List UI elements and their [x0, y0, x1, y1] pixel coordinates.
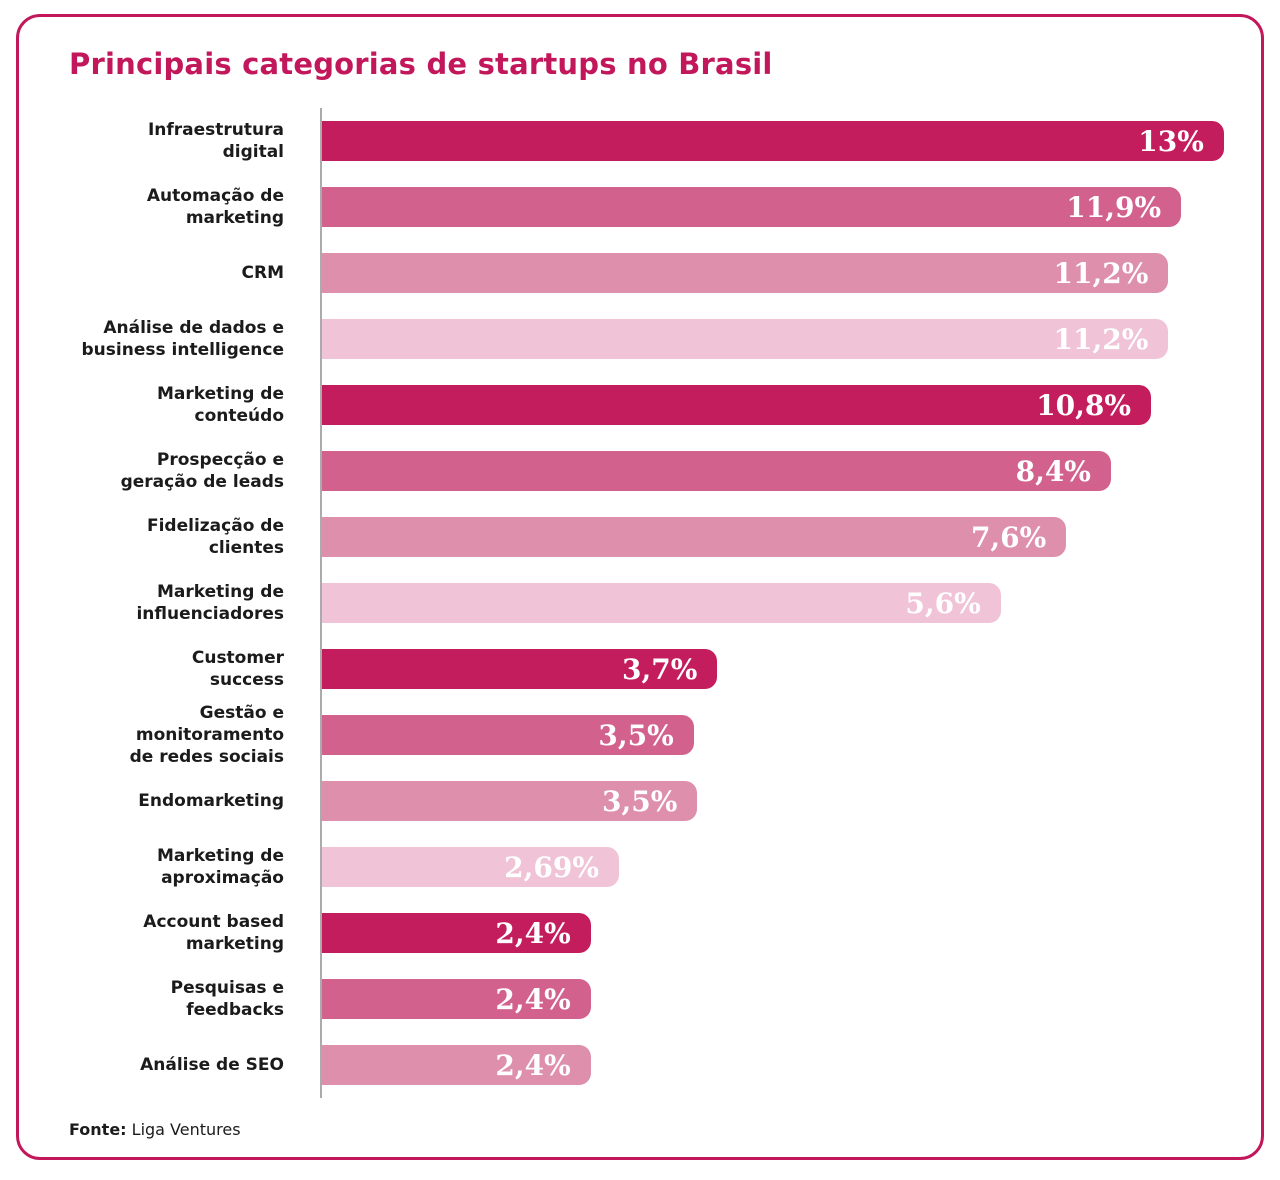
- bar: 2,69%: [322, 847, 619, 887]
- bar-value-label: 3,7%: [622, 652, 698, 686]
- bar-track: 3,5%: [320, 702, 1233, 768]
- bar-track: 2,69%: [320, 834, 1233, 900]
- bar-value-label: 13%: [1138, 124, 1204, 158]
- bar-track: 8,4%: [320, 438, 1233, 504]
- bar-track: 2,4%: [320, 1032, 1233, 1098]
- chart-card: Principais categorias de startups no Bra…: [16, 14, 1264, 1160]
- category-label: Endomarketing: [138, 790, 284, 811]
- bar-track: 2,4%: [320, 900, 1233, 966]
- category-label: Automação de marketing: [146, 185, 284, 228]
- bar: 11,2%: [322, 253, 1169, 293]
- bar-row: Endomarketing 3,5%: [50, 768, 1233, 834]
- bar: 13%: [322, 121, 1224, 161]
- bar-track: 5,6%: [320, 570, 1233, 636]
- bar-row: Análise de dados e business intelligence…: [50, 306, 1233, 372]
- bar-row: Análise de SEO 2,4%: [50, 1032, 1233, 1098]
- bar: 2,4%: [322, 913, 591, 953]
- category-label: Infraestrutura digital: [147, 119, 284, 162]
- bar-row: Fidelização de clientes 7,6%: [50, 504, 1233, 570]
- bar-track: 11,9%: [320, 174, 1233, 240]
- bar-chart: Infraestrutura digital 13% Automação de …: [50, 108, 1233, 1098]
- bar-track: 11,2%: [320, 240, 1233, 306]
- bar-row: Account based marketing 2,4%: [50, 900, 1233, 966]
- bar-row: Marketing de aproximação 2,69%: [50, 834, 1233, 900]
- bar-value-label: 7,6%: [970, 520, 1047, 554]
- category-label: Marketing de influenciadores: [136, 581, 284, 624]
- bar-value-label: 10,8%: [1036, 388, 1131, 422]
- category-label: Pesquisas e feedbacks: [170, 977, 284, 1020]
- chart-title: Principais categorias de startups no Bra…: [69, 47, 773, 81]
- bar-value-label: 8,4%: [1015, 454, 1091, 488]
- category-label: Marketing de aproximação: [157, 845, 284, 888]
- bar-row: Pesquisas e feedbacks 2,4%: [50, 966, 1233, 1032]
- bar-value-label: 11,2%: [1053, 256, 1149, 290]
- source-label: Fonte:: [69, 1120, 127, 1139]
- bar-value-label: 2,4%: [495, 982, 571, 1016]
- bar-row: Infraestrutura digital 13%: [50, 108, 1233, 174]
- category-label: Account based marketing: [143, 911, 284, 954]
- bar-row: Marketing de conteúdo 10,8%: [50, 372, 1233, 438]
- category-label: Fidelização de clientes: [146, 515, 284, 558]
- category-label: Customer success: [191, 647, 284, 690]
- bar-track: 2,4%: [320, 966, 1233, 1032]
- bar-track: 3,7%: [320, 636, 1233, 702]
- bar-value-label: 2,4%: [495, 1048, 571, 1082]
- bar-value-label: 3,5%: [598, 718, 674, 752]
- bar-row: Marketing de influenciadores 5,6%: [50, 570, 1233, 636]
- bar: 11,2%: [322, 319, 1169, 359]
- bar-value-label: 3,5%: [602, 784, 678, 818]
- bar-track: 11,2%: [320, 306, 1233, 372]
- bar-row: Customer success 3,7%: [50, 636, 1233, 702]
- bar-value-label: 11,9%: [1066, 190, 1162, 224]
- bar-value-label: 2,69%: [504, 850, 599, 884]
- bar: 3,5%: [322, 715, 694, 755]
- category-label: Marketing de conteúdo: [157, 383, 284, 426]
- bar: 11,9%: [322, 187, 1182, 227]
- bar: 2,4%: [322, 1045, 591, 1085]
- bar: 3,7%: [322, 649, 718, 689]
- category-label: Análise de dados e business intelligence: [81, 317, 284, 360]
- bar-value-label: 5,6%: [905, 586, 981, 620]
- bar: 7,6%: [322, 517, 1067, 557]
- bar-row: Automação de marketing 11,9%: [50, 174, 1233, 240]
- bar: 3,5%: [322, 781, 698, 821]
- bar-row: Gestão e monitoramento de redes sociais …: [50, 702, 1233, 768]
- category-label: Gestão e monitoramento de redes sociais: [129, 702, 284, 768]
- bar-value-label: 2,4%: [495, 916, 571, 950]
- category-label: Análise de SEO: [140, 1054, 284, 1075]
- bar-track: 10,8%: [320, 372, 1233, 438]
- source-line: Fonte: Liga Ventures: [69, 1120, 1233, 1139]
- bar-track: 3,5%: [320, 768, 1233, 834]
- bar-track: 13%: [320, 108, 1233, 174]
- category-label: CRM: [241, 262, 284, 283]
- bar: 2,4%: [322, 979, 591, 1019]
- bar-row: Prospecção e geração de leads 8,4%: [50, 438, 1233, 504]
- bar-track: 7,6%: [320, 504, 1233, 570]
- bar: 8,4%: [322, 451, 1111, 491]
- source-text: Liga Ventures: [126, 1120, 241, 1139]
- bar-row: CRM 11,2%: [50, 240, 1233, 306]
- bar-value-label: 11,2%: [1053, 322, 1149, 356]
- bar: 5,6%: [322, 583, 1001, 623]
- bar: 10,8%: [322, 385, 1151, 425]
- category-label: Prospecção e geração de leads: [120, 449, 284, 492]
